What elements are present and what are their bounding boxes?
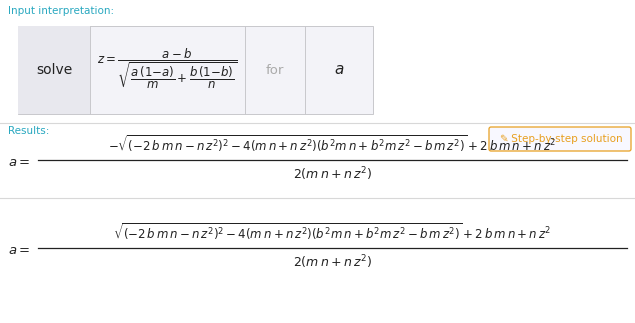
Text: $2\left(m\,n + n\,z^{2}\right)$: $2\left(m\,n + n\,z^{2}\right)$ (293, 253, 372, 271)
Text: solve: solve (36, 63, 72, 77)
Bar (18, 26, 373, 114)
Text: Results:: Results: (8, 126, 50, 136)
Text: Step-by-step solution: Step-by-step solution (508, 134, 622, 144)
Text: for: for (266, 64, 284, 77)
Text: $a =$: $a =$ (8, 155, 30, 169)
Text: $a =$: $a =$ (8, 244, 30, 256)
Text: ✎: ✎ (499, 134, 508, 144)
Text: $2\left(m\,n + n\,z^{2}\right)$: $2\left(m\,n + n\,z^{2}\right)$ (293, 165, 372, 183)
Text: $-\sqrt{\left(-2\,b\,m\,n - n\,z^{2}\right)^{2} - 4\left(m\,n + n\,z^{2}\right)\: $-\sqrt{\left(-2\,b\,m\,n - n\,z^{2}\rig… (109, 133, 557, 155)
Text: $z = \dfrac{a - b}{\sqrt{\dfrac{a\,(1{-}a)}{m} + \dfrac{b\,(1{-}b)}{n}}}$: $z = \dfrac{a - b}{\sqrt{\dfrac{a\,(1{-}… (97, 46, 237, 90)
Text: $\sqrt{\left(-2\,b\,m\,n - n\,z^{2}\right)^{2} - 4\left(m\,n + n\,z^{2}\right)\l: $\sqrt{\left(-2\,b\,m\,n - n\,z^{2}\righ… (113, 221, 552, 243)
Text: Input interpretation:: Input interpretation: (8, 6, 114, 16)
Text: $a$: $a$ (334, 62, 344, 78)
FancyBboxPatch shape (489, 127, 631, 151)
Bar (18, 26, 90, 114)
